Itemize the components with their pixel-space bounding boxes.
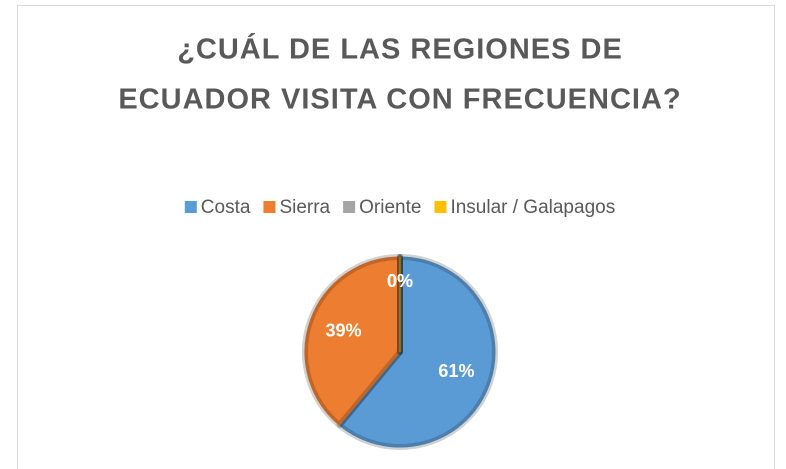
pie-slice [304,256,401,426]
legend-label: Costa [201,197,251,218]
pie-slice-edge [336,254,498,450]
legend-swatch [263,201,276,213]
chart-title: ECUADOR VISITA CON FRECUENCIA? [118,84,681,116]
legend-swatch [184,201,197,213]
data-label: 61% [438,361,474,381]
legend-swatch [343,201,356,213]
legend-label: Sierra [279,197,330,218]
legend-swatch [434,201,447,213]
legend-label: Insular / Galapagos [450,197,615,218]
pie-slice [338,256,496,448]
data-label: 0% [387,271,413,291]
pie-slice-edge [302,254,403,429]
data-label: 0% [387,271,413,291]
chart-title: ¿CUÁL DE LAS REGIONES DE [177,32,623,66]
pie: 61%39%0%0% [302,254,498,450]
data-label: 39% [326,320,362,340]
legend: Costa Sierra Oriente Insular / Galapagos [184,197,615,218]
legend-label: Oriente [359,197,421,218]
